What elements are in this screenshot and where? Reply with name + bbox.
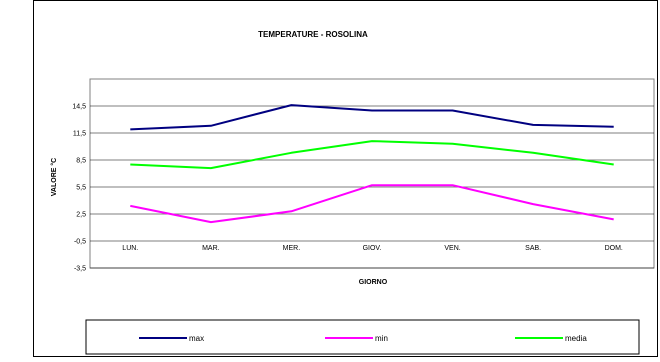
series-line-min <box>130 184 614 224</box>
x-axis-title: GIORNO <box>359 279 388 286</box>
x-tick-label: LUN. <box>122 245 138 252</box>
y-tick-label: -0,5 <box>74 239 86 246</box>
y-axis-title: VALORE °C <box>50 158 58 196</box>
legend-label-media: media <box>565 334 587 343</box>
legend-label-max: max <box>189 334 204 343</box>
series-line-media <box>130 140 614 170</box>
series-lines <box>130 104 614 224</box>
x-tick-label: MER. <box>283 245 301 252</box>
y-tick-label: 14,5 <box>72 104 86 111</box>
y-tick-label: -3,5 <box>74 266 86 273</box>
y-tick-label: 5,5 <box>76 185 86 192</box>
y-tick-labels: 14,5 11,5 8,5 5,5 2,5 -0,5 -3,5 <box>72 104 86 273</box>
plot-area <box>89 78 655 269</box>
legend-label-min: min <box>375 334 388 343</box>
x-tick-label: SAB. <box>525 245 541 252</box>
x-tick-label: MAR. <box>202 245 220 252</box>
grid-lines <box>90 105 654 269</box>
y-tick-label: 11,5 <box>73 131 86 138</box>
legend: max min media <box>139 334 587 343</box>
series-line-max <box>130 104 614 131</box>
x-tick-label: DOM. <box>605 245 623 252</box>
chart-title: TEMPERATURE - ROSOLINA <box>258 30 368 39</box>
x-tick-label: GIOV. <box>363 245 382 252</box>
y-tick-label: 8,5 <box>76 158 86 165</box>
y-tick-label: 2,5 <box>76 212 86 219</box>
x-tick-labels: LUN. MAR. MER. GIOV. VEN. SAB. DOM. <box>122 245 623 252</box>
x-tick-label: VEN. <box>444 245 460 252</box>
